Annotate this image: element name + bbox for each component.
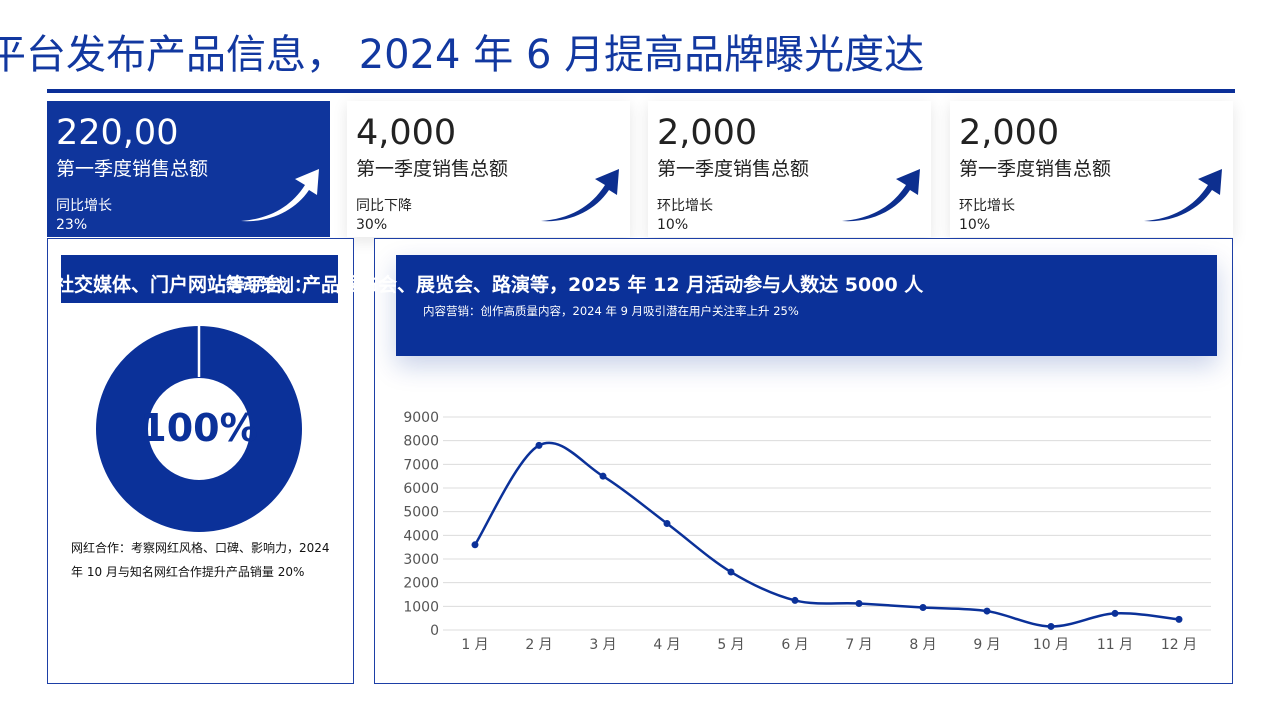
y-tick-label: 5000 — [403, 505, 439, 521]
kpi-change-label: 同比增长 — [56, 198, 112, 214]
kpi-card-4: 2,000 第一季度销售总额 环比增长 10% — [950, 101, 1233, 237]
left-tag-box — [61, 255, 338, 303]
data-point — [599, 472, 607, 480]
data-point — [791, 596, 799, 604]
kpi-change-label: 环比增长 — [959, 198, 1015, 214]
left-tag-label: 活动策划： — [226, 276, 311, 296]
x-tick-label: 3 月 — [589, 637, 616, 653]
kpi-change-label: 环比增长 — [657, 198, 713, 214]
data-point — [1175, 615, 1183, 623]
y-tick-label: 0 — [430, 623, 439, 639]
data-point — [727, 568, 735, 576]
data-point — [535, 441, 543, 449]
x-tick-label: 7 月 — [845, 637, 872, 653]
y-tick-label: 9000 — [403, 410, 439, 426]
x-tick-label: 10 月 — [1033, 637, 1069, 653]
kpi-card-1: 220,00 第一季度销售总额 同比增长 23% — [47, 101, 330, 237]
donut-chart: 100% — [96, 325, 302, 532]
x-tick-label: 11 月 — [1097, 637, 1133, 653]
x-tick-label: 12 月 — [1161, 637, 1197, 653]
y-tick-label: 4000 — [403, 528, 439, 544]
banner-subtext: 内容营销：创作高质量内容，2024 年 9 月吸引潜在用户关注率上升 25% — [423, 304, 799, 318]
kpi-change-value: 30% — [356, 217, 388, 233]
kpi-change-value: 10% — [657, 217, 689, 233]
data-point — [919, 604, 927, 612]
data-point — [1111, 609, 1119, 617]
kpi-value: 4,000 — [356, 113, 457, 153]
data-point — [663, 520, 671, 527]
page-title: 平台发布产品信息， 2024 年 6 月提高品牌曝光度达 — [0, 32, 925, 78]
x-tick-label: 6 月 — [781, 637, 808, 653]
left-panel — [47, 238, 354, 684]
y-tick-label: 1000 — [403, 599, 439, 615]
kpi-label: 第一季度销售总额 — [657, 158, 810, 180]
x-tick-label: 9 月 — [973, 637, 1000, 653]
y-tick-label: 2000 — [403, 576, 439, 592]
data-point — [1047, 622, 1055, 630]
y-tick-label: 6000 — [403, 481, 439, 497]
kpi-change-value: 23% — [56, 217, 88, 233]
data-point — [471, 541, 479, 549]
y-tick-label: 3000 — [403, 552, 439, 568]
donut-label: 100% — [140, 406, 257, 450]
data-point — [855, 599, 863, 607]
kpi-label: 第一季度销售总额 — [356, 158, 509, 180]
trend-up-arrow-icon — [842, 169, 920, 222]
left-description: 网红合作：考察网红风格、口碑、影响力，2024 年 10 月与知名网红合作提升产… — [71, 541, 330, 579]
trend-up-arrow-icon — [241, 169, 319, 222]
x-tick-label: 2 月 — [525, 637, 552, 653]
kpi-label: 第一季度销售总额 — [959, 158, 1112, 180]
kpi-value: 2,000 — [657, 113, 758, 153]
kpi-card-3: 2,000 第一季度销售总额 环比增长 10% — [648, 101, 931, 237]
trend-up-arrow-icon — [1144, 169, 1222, 222]
x-tick-label: 1 月 — [461, 637, 488, 653]
banner-headline: 社交媒体、门户网站等平台，产品发布会、展览会、路演等，2025 年 12 月活动… — [55, 274, 924, 296]
trend-up-arrow-icon — [541, 169, 619, 222]
x-tick-label: 8 月 — [909, 637, 936, 653]
x-tick-label: 5 月 — [717, 637, 744, 653]
kpi-value: 2,000 — [959, 113, 1060, 153]
x-tick-label: 4 月 — [653, 637, 680, 653]
kpi-value: 220,00 — [56, 113, 179, 153]
kpi-label: 第一季度销售总额 — [56, 158, 209, 180]
kpi-change-label: 同比下降 — [356, 198, 412, 214]
y-tick-label: 7000 — [403, 457, 439, 473]
kpi-change-value: 10% — [959, 217, 991, 233]
series-line — [473, 441, 1180, 628]
kpi-card-2: 4,000 第一季度销售总额 同比下降 30% — [347, 101, 630, 237]
info-banner — [396, 255, 1217, 356]
line-chart: 0 1000 2000 3000 4000 5000 6000 7000 8000 9000 1 月… — [403, 410, 1211, 653]
y-tick-label: 8000 — [403, 434, 439, 450]
title-divider — [47, 89, 1235, 93]
data-point — [983, 607, 991, 615]
